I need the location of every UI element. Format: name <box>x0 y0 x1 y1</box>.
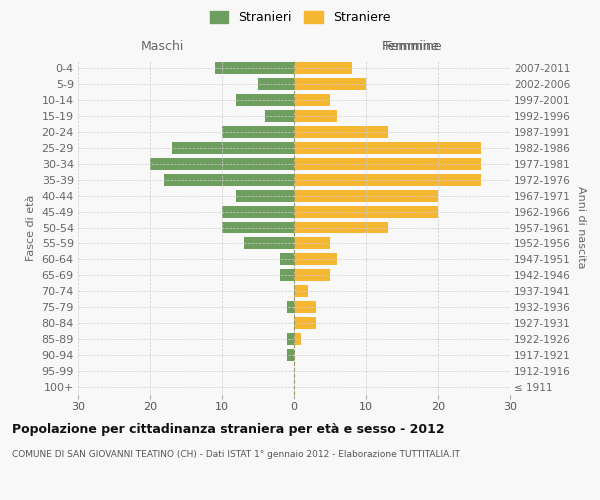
Bar <box>294 190 438 202</box>
Bar <box>244 238 294 250</box>
Bar <box>294 206 438 218</box>
Bar <box>258 78 294 90</box>
Bar <box>294 317 316 329</box>
Bar <box>294 94 330 106</box>
Bar <box>287 349 294 361</box>
Text: Femmine: Femmine <box>385 40 443 52</box>
Bar <box>236 94 294 106</box>
Bar <box>150 158 294 170</box>
Bar <box>294 158 481 170</box>
Y-axis label: Fasce di età: Fasce di età <box>26 194 36 260</box>
Bar <box>294 78 366 90</box>
Bar <box>222 206 294 218</box>
Bar <box>294 254 337 266</box>
Bar <box>287 302 294 313</box>
Bar <box>294 222 388 234</box>
Bar <box>222 222 294 234</box>
Bar <box>294 238 330 250</box>
Bar <box>280 254 294 266</box>
Bar <box>294 126 388 138</box>
Bar <box>280 270 294 281</box>
Text: Femmine: Femmine <box>382 40 439 54</box>
Bar <box>287 333 294 345</box>
Bar <box>294 142 481 154</box>
Bar <box>294 286 308 298</box>
Y-axis label: Anni di nascita: Anni di nascita <box>577 186 586 269</box>
Bar <box>294 333 301 345</box>
Bar <box>294 62 352 74</box>
Text: Maschi: Maschi <box>140 40 184 52</box>
Bar <box>294 174 481 186</box>
Text: COMUNE DI SAN GIOVANNI TEATINO (CH) - Dati ISTAT 1° gennaio 2012 - Elaborazione : COMUNE DI SAN GIOVANNI TEATINO (CH) - Da… <box>12 450 460 459</box>
Bar <box>294 270 330 281</box>
Bar <box>294 110 337 122</box>
Text: Popolazione per cittadinanza straniera per età e sesso - 2012: Popolazione per cittadinanza straniera p… <box>12 422 445 436</box>
Bar <box>172 142 294 154</box>
Bar <box>294 302 316 313</box>
Bar <box>222 126 294 138</box>
Bar <box>164 174 294 186</box>
Bar <box>236 190 294 202</box>
Bar <box>215 62 294 74</box>
Legend: Stranieri, Straniere: Stranieri, Straniere <box>207 8 393 26</box>
Bar <box>265 110 294 122</box>
